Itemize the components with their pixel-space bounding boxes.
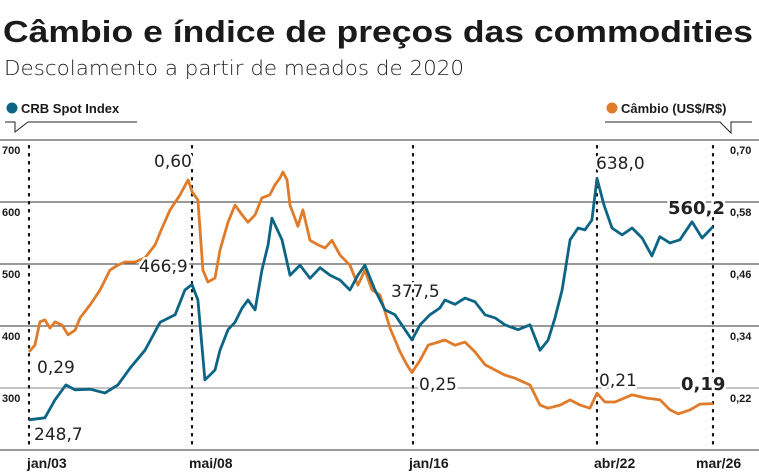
data-label-cambio-2008: 0,60 [154, 152, 192, 172]
data-label-cambio-2016: 0,25 [419, 375, 457, 395]
x-tick: mai/08 [189, 455, 233, 471]
chart-subtitle: Descolamento a partir de meados de 2020 [4, 56, 464, 80]
data-label-crb-2008: 466,9 [139, 257, 188, 277]
x-tick: jan/16 [408, 455, 449, 471]
x-tick: jan/03 [26, 455, 67, 471]
data-label-cambio-start: 0,29 [37, 358, 75, 378]
y-left-tick: 500 [2, 269, 20, 281]
y-right-tick: 0,46 [730, 269, 751, 281]
legend-crb-dot-icon [6, 102, 18, 114]
y-left-tick: 300 [2, 393, 20, 405]
y-right-tick: 0,58 [730, 207, 751, 219]
legend-cambio-bracket [605, 121, 752, 135]
data-label-crb-last: 560,2 [668, 198, 725, 219]
legend-crb-label: CRB Spot Index [21, 101, 120, 116]
data-label-cambio-2022: 0,21 [599, 371, 637, 391]
y-right-tick: 0,70 [730, 145, 751, 157]
data-label-cambio-last: 0,19 [681, 374, 725, 395]
x-tick: mar/26 [696, 455, 741, 471]
series-lines [27, 170, 715, 422]
y-left-tick: 600 [2, 207, 20, 219]
data-label-crb-2016: 377,5 [391, 282, 440, 302]
y-right-tick: 0,34 [730, 331, 752, 343]
series-line-cambio [27, 170, 714, 416]
chart-title: Câmbio e índice de preços das commoditie… [3, 14, 753, 49]
legend-cambio-dot-icon [606, 102, 618, 114]
gridlines [0, 139, 759, 389]
y-left-tick: 700 [2, 145, 20, 157]
data-label-crb-2022: 638,0 [596, 154, 645, 174]
legend-crb-bracket [5, 121, 137, 134]
legend-cambio-label: Câmbio (US$/R$) [621, 101, 726, 116]
y-right-tick: 0,22 [730, 393, 751, 405]
x-tick: abr/22 [594, 455, 635, 471]
y-left-tick: 400 [2, 331, 20, 343]
series-line-crb-spot-index [28, 177, 715, 422]
data-label-crb-start: 248,7 [34, 425, 83, 445]
